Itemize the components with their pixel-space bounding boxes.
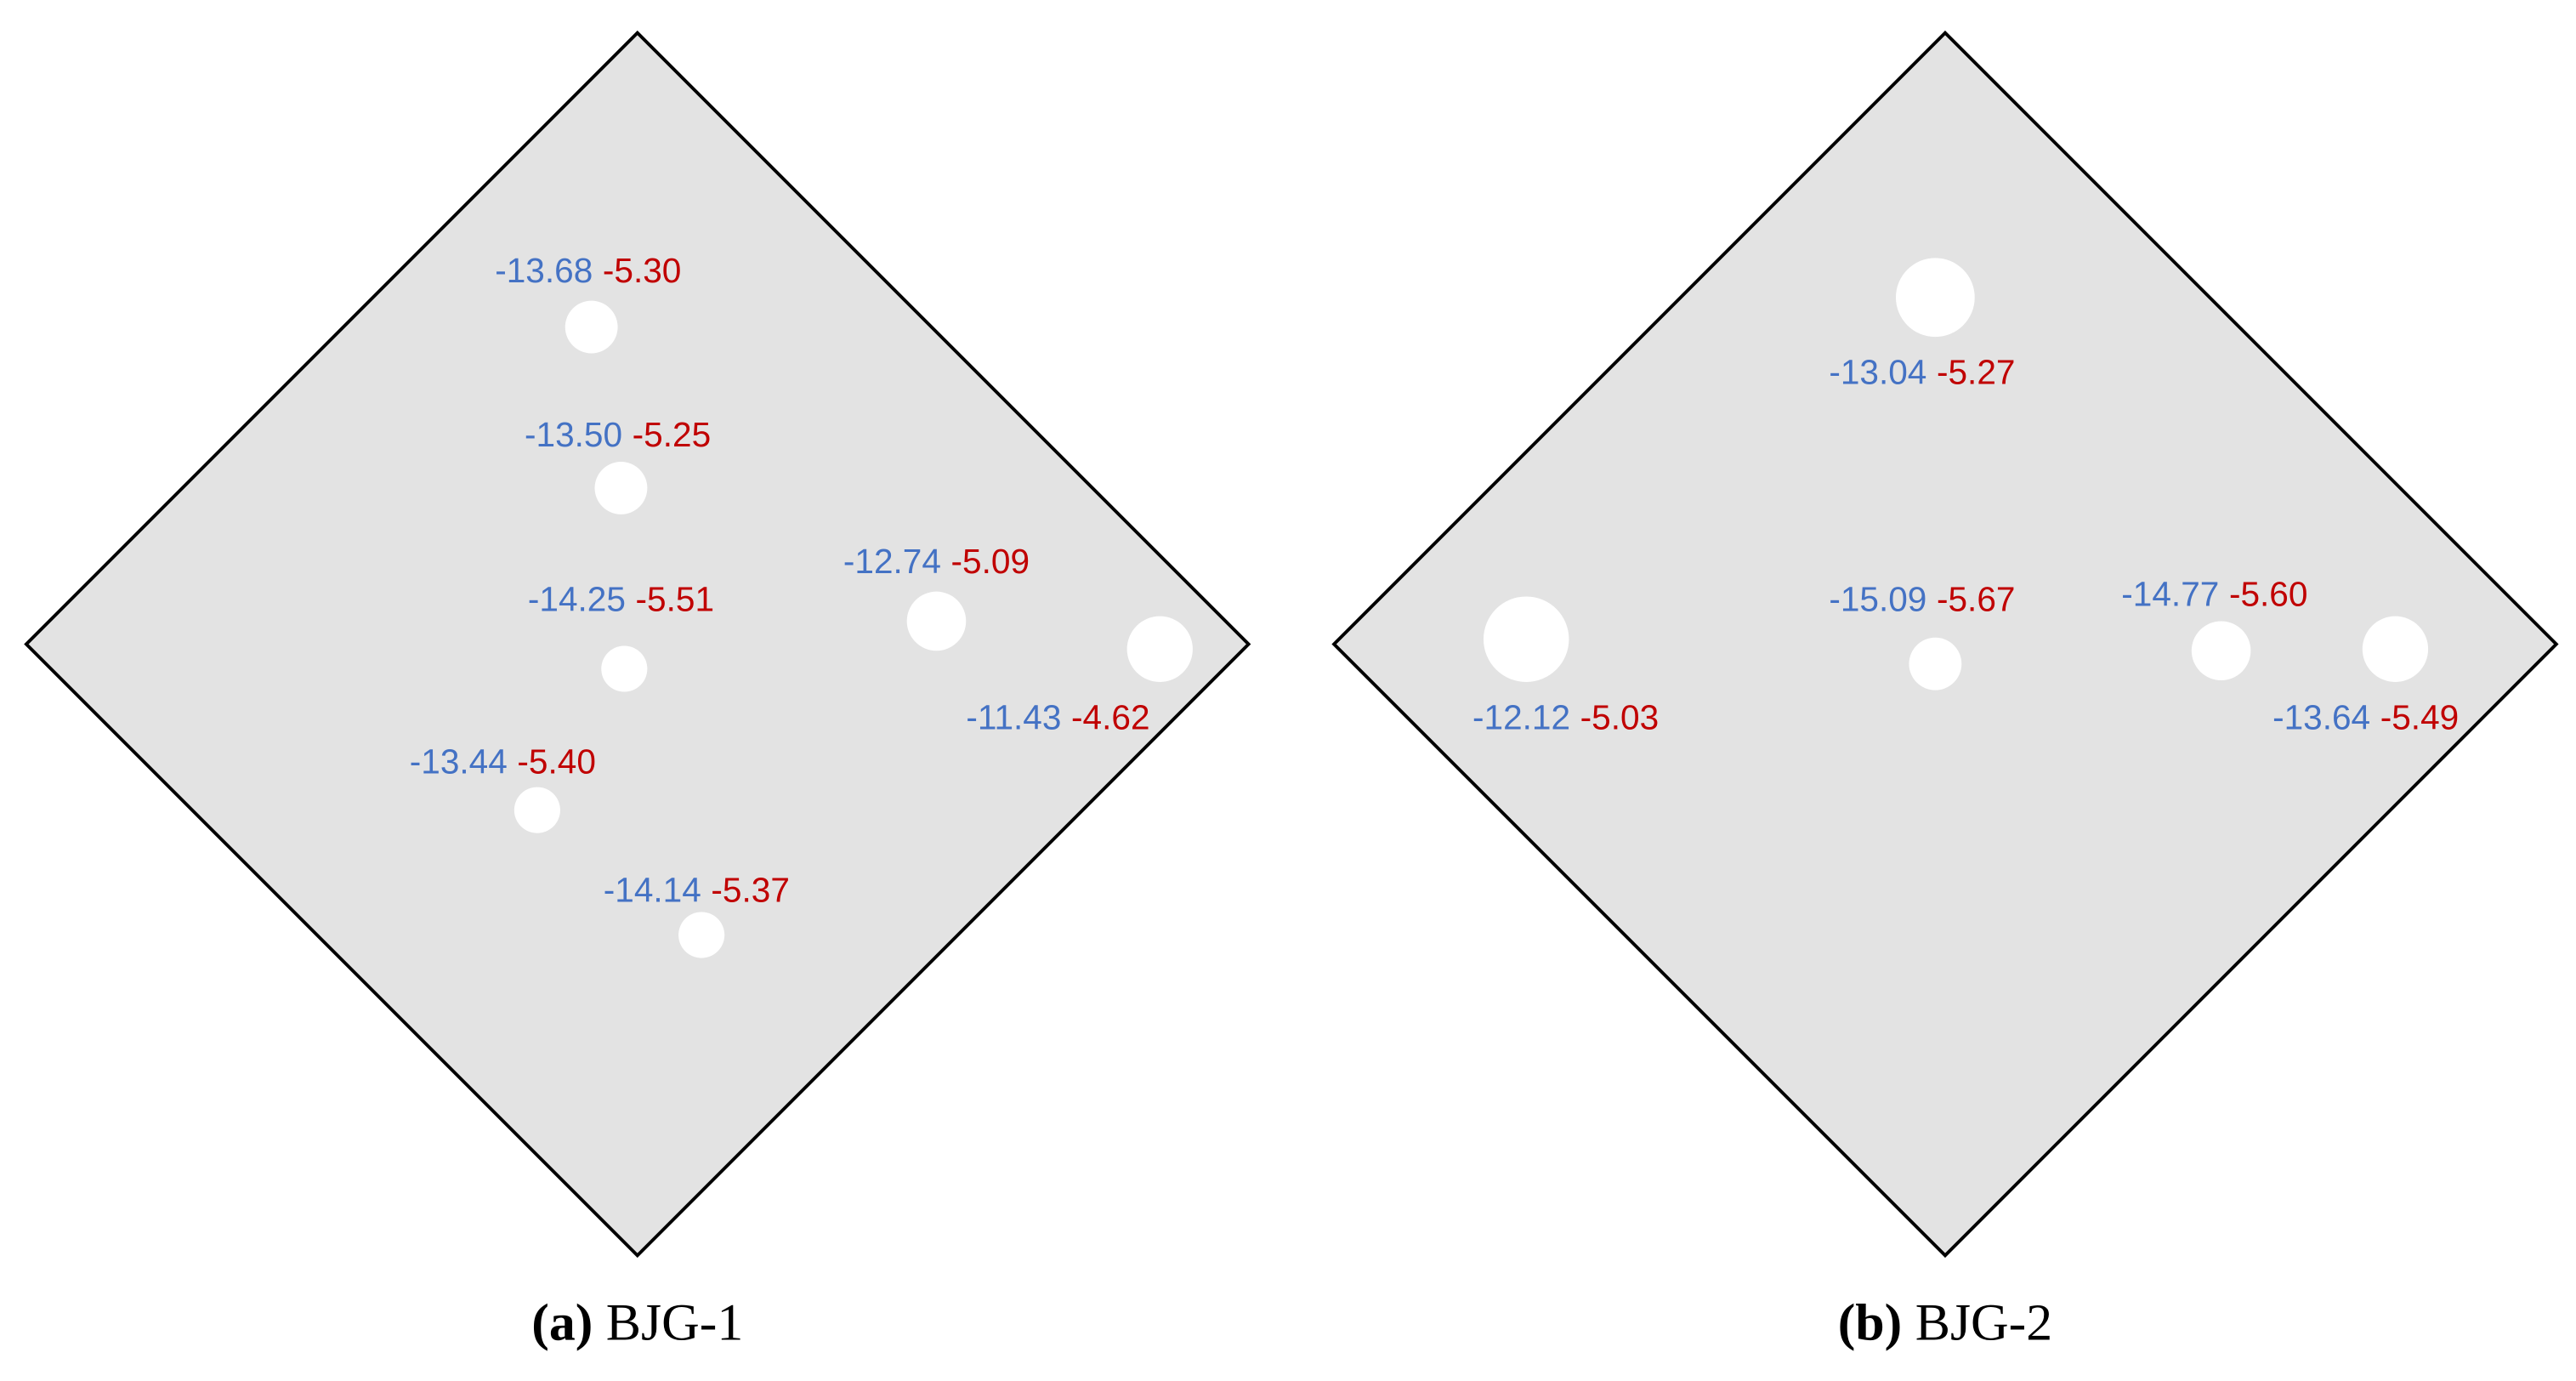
hole [1126, 616, 1193, 682]
specimen-diamond [24, 30, 1251, 1259]
blue-value: -12.12 [1472, 697, 1570, 736]
blue-value: -15.09 [1829, 579, 1926, 618]
hole-label: -14.77 -5.60 [2121, 574, 2307, 613]
hole [906, 591, 967, 651]
red-value: -5.27 [1937, 352, 2016, 391]
blue-value: -14.77 [2121, 574, 2219, 613]
hole-label: -13.04 -5.27 [1829, 352, 2015, 391]
hole-label: -13.44 -5.40 [410, 742, 596, 781]
hole-label: -11.43 -4.62 [966, 697, 1149, 736]
red-value: -5.25 [633, 415, 711, 454]
red-value: -4.62 [1071, 697, 1150, 736]
hole-label: -14.14 -5.37 [604, 870, 790, 909]
red-value: -5.40 [517, 742, 596, 781]
caption-text: BJG-2 [1915, 1294, 2052, 1352]
red-value: -5.09 [951, 542, 1030, 581]
caption-letter: (b) [1838, 1294, 1903, 1352]
blue-value: -11.43 [966, 697, 1061, 736]
hole [2191, 621, 2251, 681]
hole-label: -15.09 -5.67 [1829, 579, 2015, 618]
red-value: -5.60 [2229, 574, 2308, 613]
hole [601, 645, 648, 692]
hole-label: -13.50 -5.25 [525, 415, 711, 454]
hole [1909, 637, 1962, 690]
hole-label: -13.68 -5.30 [495, 251, 681, 290]
hole [1895, 258, 1975, 338]
blue-value: -12.74 [843, 542, 941, 581]
panel: -13.04 -5.27-12.12 -5.03-15.09 -5.67 -14.77-… [1331, 30, 2559, 1352]
blue-value: -13.44 [410, 742, 508, 781]
caption: (b) BJG-2 [1838, 1294, 2053, 1352]
red-value: -5.51 [636, 579, 715, 618]
blue-value: -13.68 [495, 251, 593, 290]
hole-label: -12.74 -5.09 [843, 542, 1030, 581]
hole-label: -12.12 -5.03 [1472, 697, 1659, 736]
blue-value: -14.25 [528, 579, 626, 618]
hole [1483, 596, 1569, 682]
blue-value: -13.64 [2272, 697, 2370, 736]
caption-letter: (a) [531, 1294, 593, 1352]
blue-value: -13.04 [1829, 352, 1926, 391]
caption: (a) BJG-1 [531, 1294, 743, 1352]
hole-label: -13.64 -5.49 [2272, 697, 2459, 736]
blue-value: -14.14 [604, 870, 701, 909]
red-value: -5.67 [1937, 579, 2016, 618]
hole [513, 787, 560, 833]
hole [2362, 616, 2429, 682]
caption-text: BJG-1 [606, 1294, 743, 1352]
panel: -13.68 -5.30-13.50 -5.25-14.25 -5.51-13.44-… [24, 30, 1251, 1352]
hole [678, 912, 725, 958]
hole [594, 462, 648, 514]
hole-label: -14.25 -5.51 [528, 579, 714, 618]
red-value: -5.37 [711, 870, 790, 909]
red-value: -5.30 [603, 251, 682, 290]
red-value: -5.03 [1580, 697, 1660, 736]
blue-value: -13.50 [525, 415, 622, 454]
hole [565, 300, 618, 354]
red-value: -5.49 [2380, 697, 2460, 736]
